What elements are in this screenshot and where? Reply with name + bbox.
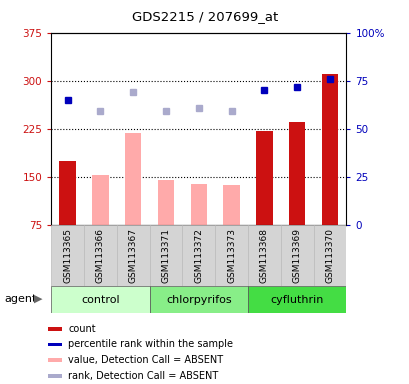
Text: count: count <box>68 324 95 334</box>
Text: ▶: ▶ <box>34 294 43 304</box>
Bar <box>321 74 337 225</box>
Bar <box>48 374 62 378</box>
Bar <box>247 225 280 286</box>
Text: GSM113369: GSM113369 <box>292 228 301 283</box>
Bar <box>59 161 76 225</box>
Bar <box>48 358 62 362</box>
Bar <box>182 225 215 286</box>
Text: GSM113373: GSM113373 <box>227 228 236 283</box>
Bar <box>280 225 313 286</box>
Bar <box>215 225 247 286</box>
Bar <box>149 286 247 313</box>
Bar <box>256 131 272 225</box>
Text: GSM113366: GSM113366 <box>96 228 105 283</box>
Text: rank, Detection Call = ABSENT: rank, Detection Call = ABSENT <box>68 371 218 381</box>
Text: GSM113371: GSM113371 <box>161 228 170 283</box>
Bar <box>288 122 305 225</box>
Text: chlorpyrifos: chlorpyrifos <box>166 295 231 305</box>
Bar <box>48 343 62 346</box>
Bar <box>190 184 207 225</box>
Bar <box>313 225 346 286</box>
Text: value, Detection Call = ABSENT: value, Detection Call = ABSENT <box>68 355 222 365</box>
Bar <box>84 225 117 286</box>
Text: GSM113368: GSM113368 <box>259 228 268 283</box>
Bar <box>92 175 108 225</box>
Text: GSM113370: GSM113370 <box>325 228 334 283</box>
Text: GSM113367: GSM113367 <box>128 228 137 283</box>
Text: GSM113365: GSM113365 <box>63 228 72 283</box>
Bar <box>157 180 174 225</box>
Bar <box>125 133 141 225</box>
Text: cyfluthrin: cyfluthrin <box>270 295 323 305</box>
Text: control: control <box>81 295 119 305</box>
Bar <box>51 286 149 313</box>
Bar <box>149 225 182 286</box>
Text: GSM113372: GSM113372 <box>194 228 203 283</box>
Bar <box>51 225 84 286</box>
Bar <box>117 225 149 286</box>
Bar <box>247 286 346 313</box>
Text: percentile rank within the sample: percentile rank within the sample <box>68 339 232 349</box>
Text: GDS2215 / 207699_at: GDS2215 / 207699_at <box>132 10 277 23</box>
Text: agent: agent <box>4 294 36 304</box>
Bar <box>48 327 62 331</box>
Bar <box>223 185 239 225</box>
